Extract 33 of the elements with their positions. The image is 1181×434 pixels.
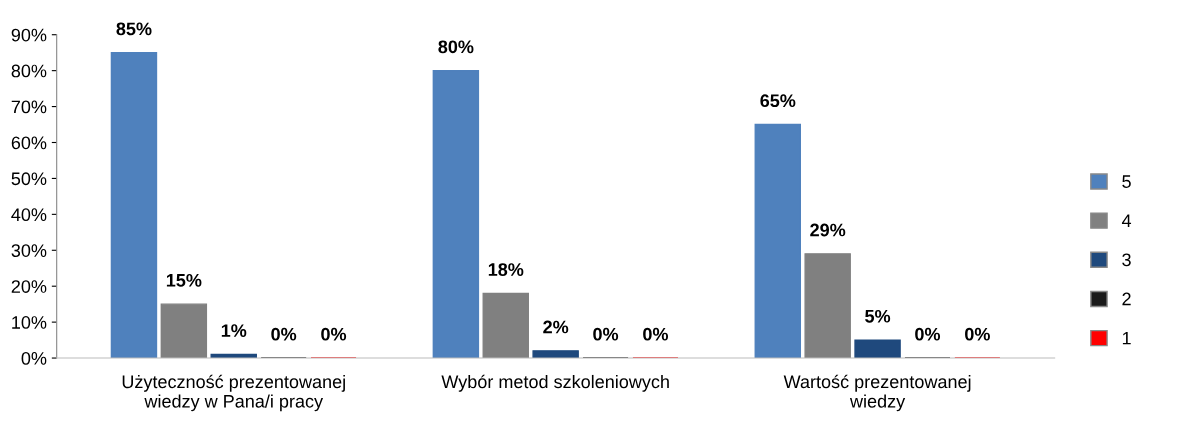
data-label: 1% (221, 324, 247, 337)
y-tick-label: 90% (11, 28, 47, 42)
legend-label: 4 (1121, 214, 1132, 227)
y-tick-label: 50% (11, 172, 47, 186)
y-tick-label: 30% (11, 244, 47, 257)
data-label: 0% (271, 327, 297, 341)
data-label: 65% (760, 94, 796, 108)
y-tick-label: 70% (11, 100, 47, 114)
y-tick-label: 80% (11, 64, 47, 78)
data-label: 0% (965, 327, 990, 341)
data-label: 18% (488, 263, 524, 276)
data-label: 0% (593, 327, 619, 341)
data-label: 0% (643, 327, 669, 341)
y-tick-label: 10% (12, 316, 47, 329)
x-tick-label: Wybór metod szkoleniowych (441, 374, 669, 392)
data-label: 85% (116, 22, 152, 36)
y-tick-label: 60% (11, 136, 47, 150)
y-tick-label: 20% (11, 280, 47, 293)
legend-label: 5 (1122, 175, 1131, 188)
data-label: 29% (810, 223, 846, 237)
data-label: 15% (166, 273, 202, 287)
data-label: 5% (865, 309, 891, 323)
y-tick-label: 0% (21, 351, 47, 365)
y-tick-label: 40% (11, 208, 47, 222)
data-label: 0% (915, 327, 941, 341)
data-label: 0% (321, 327, 347, 341)
legend-label: 3 (1122, 253, 1131, 267)
x-tick-label: Wartość prezentowanej wiedzy (783, 374, 971, 412)
legend-label: 2 (1122, 292, 1131, 306)
x-tick-label: Użyteczność prezentowanej wiedzy w Pana/i pracy (122, 374, 345, 412)
data-label: 80% (438, 40, 474, 54)
data-label: 2% (543, 320, 569, 334)
legend-label: 1 (1122, 331, 1131, 345)
